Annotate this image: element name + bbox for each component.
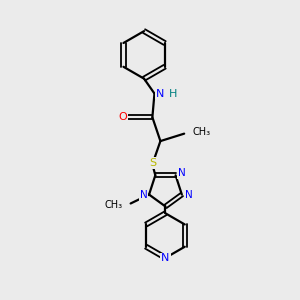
Text: H: H [169,88,178,98]
Text: N: N [156,88,164,98]
Text: S: S [149,158,156,168]
Text: N: N [161,254,169,263]
Text: CH₃: CH₃ [104,200,122,210]
Text: CH₃: CH₃ [193,127,211,137]
Text: N: N [178,168,186,178]
Text: N: N [140,190,148,200]
Text: O: O [118,112,127,122]
Text: N: N [185,190,193,200]
